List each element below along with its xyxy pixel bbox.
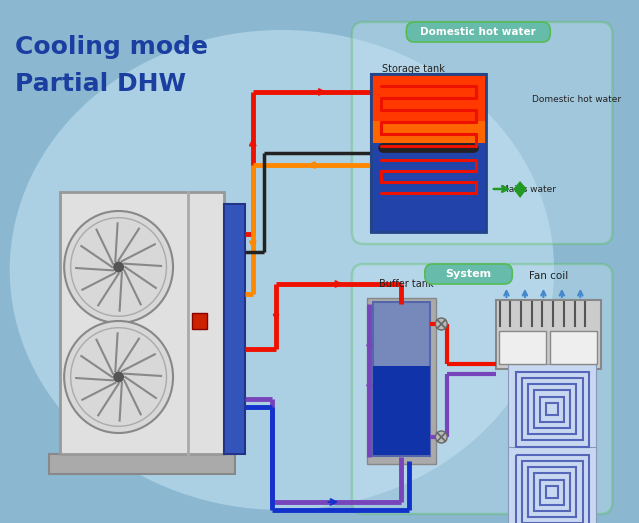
FancyBboxPatch shape (352, 22, 612, 244)
Bar (540, 480, 564, 505)
Text: Buffer tank: Buffer tank (379, 279, 434, 289)
Bar (534, 390, 571, 428)
FancyBboxPatch shape (425, 264, 512, 284)
Bar (522, 378, 583, 440)
Bar (49, 454, 235, 474)
Circle shape (436, 431, 447, 443)
Ellipse shape (10, 30, 554, 510)
Bar (224, 204, 245, 454)
Text: Partial DHW: Partial DHW (15, 72, 186, 96)
Bar (528, 467, 576, 517)
Circle shape (64, 211, 173, 323)
Bar (371, 74, 486, 232)
Circle shape (113, 262, 124, 272)
Bar (546, 486, 558, 498)
Text: Storage tank: Storage tank (381, 64, 445, 74)
Circle shape (113, 371, 124, 383)
Bar (373, 366, 429, 455)
Bar (522, 461, 583, 523)
Bar (516, 454, 589, 523)
Bar (540, 396, 564, 422)
Bar (373, 302, 429, 456)
Circle shape (436, 318, 447, 330)
Text: Fan coil: Fan coil (528, 271, 568, 281)
FancyBboxPatch shape (352, 264, 612, 514)
Bar (509, 447, 596, 523)
Bar (550, 331, 597, 364)
Text: Domestic hot water: Domestic hot water (420, 27, 536, 37)
Bar (371, 74, 486, 232)
Bar (496, 300, 601, 369)
Circle shape (64, 321, 173, 433)
Text: Domestic hot water: Domestic hot water (532, 96, 621, 105)
Bar (371, 74, 486, 121)
Bar (528, 384, 576, 434)
Bar (192, 313, 207, 328)
Bar (367, 298, 436, 464)
Bar (60, 192, 224, 454)
Polygon shape (513, 181, 527, 198)
Text: System: System (445, 269, 491, 279)
Text: Cooling mode: Cooling mode (15, 35, 208, 59)
Bar (371, 74, 486, 143)
Text: Mains water: Mains water (500, 186, 556, 195)
Bar (509, 364, 596, 454)
Bar (546, 403, 558, 415)
Bar (516, 371, 589, 447)
FancyBboxPatch shape (406, 22, 550, 42)
Bar (498, 331, 546, 364)
Bar (534, 473, 571, 511)
